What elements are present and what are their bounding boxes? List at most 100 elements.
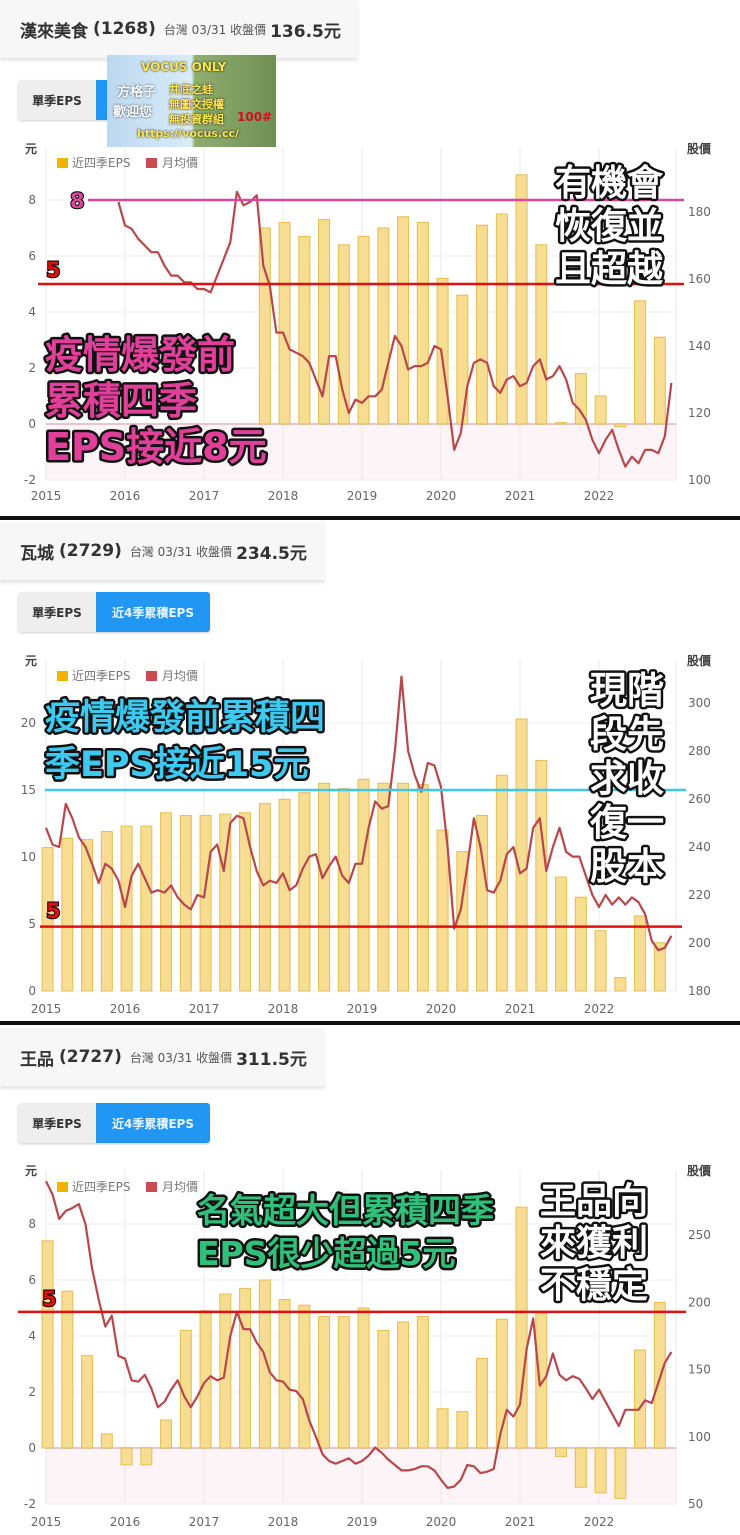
right-tick-label: 260 <box>688 792 711 806</box>
eps-bar <box>298 1304 311 1449</box>
right-tick-label: 180 <box>688 984 711 998</box>
right-tick-label: 280 <box>688 744 711 758</box>
x-tick-label: 2015 <box>31 1515 62 1529</box>
right-tick-label: 240 <box>688 840 711 854</box>
eps-bar <box>199 1310 212 1449</box>
right-tick-label: 200 <box>688 936 711 950</box>
left-tick-label: -2 <box>24 1497 36 1511</box>
eps-tabs: 單季EPS 近4季累積EPS <box>18 1103 210 1143</box>
eps-bar <box>594 930 607 992</box>
x-tick-label: 2022 <box>584 1515 615 1529</box>
watermark-text: 無圖文授權 <box>169 98 224 111</box>
x-tick-label: 2016 <box>110 1515 141 1529</box>
annotation-text: 累積四季 <box>45 379 197 423</box>
eps-tabs: 單季EPS 近4季累積EPS <box>18 592 210 632</box>
right-tick-label: 100 <box>688 473 711 487</box>
legend-price-swatch <box>146 671 157 681</box>
tab-quarterly-eps[interactable]: 單季EPS <box>18 592 96 632</box>
right-tick-label: 140 <box>688 339 711 353</box>
price-line <box>45 1180 673 1490</box>
eps-bar <box>140 1447 153 1466</box>
right-tick-label: 120 <box>688 406 711 420</box>
eps-bar <box>416 1315 429 1449</box>
left-tick-label: 15 <box>21 783 36 797</box>
eps-bar <box>120 1447 133 1466</box>
eps-price-chart: 2015 2016 2017 2018 2019 2020 2021 2022 -2 0 2 4 6 8 1… <box>24 141 712 503</box>
eps-bar <box>574 373 587 425</box>
annotation-text: 段先 <box>590 713 664 756</box>
left-tick-label: 4 <box>28 1329 36 1343</box>
left-tick-label: 8 <box>28 1217 36 1231</box>
legend-eps-label[interactable]: 近四季EPS <box>72 669 130 683</box>
eps-bar <box>634 300 647 425</box>
right-tick-label: 220 <box>688 888 711 902</box>
eps-price-chart: 2015 2016 2017 2018 2019 2020 2021 2022 -2 0 2 4 6 8 5… <box>18 1163 712 1529</box>
watermark-image: VOCUS ONLY 方格子 歡迎您 井底之蛙 無圖文授權 無投資群組 100#… <box>107 55 276 147</box>
annotation-text: EPS接近8元 <box>45 425 267 469</box>
eps-bar <box>495 774 508 992</box>
eps-bar <box>614 977 627 992</box>
eps-bar <box>594 395 607 425</box>
legend-price-label[interactable]: 月均價 <box>162 669 198 683</box>
annotation-text: 恢復並 <box>555 206 663 247</box>
eps-bar <box>397 216 410 425</box>
annotation-text: 復一 <box>589 801 664 844</box>
eps-bar <box>555 876 568 992</box>
x-tick-label: 2018 <box>268 1515 299 1529</box>
stock-header: 瓦城 (2729) 台灣 03/31 收盤價 234.5元 <box>0 522 325 580</box>
annotation-text: 疫情爆發前累積四 <box>45 698 325 738</box>
eps-bar <box>81 839 94 992</box>
eps-bar <box>436 1408 449 1449</box>
eps-bar <box>495 1318 508 1449</box>
reference-line-label: 5 <box>46 258 61 282</box>
tab-trailing-4q-eps[interactable]: 近4季累積EPS <box>96 592 210 632</box>
eps-bar <box>337 788 350 992</box>
left-tick-label: 6 <box>28 1273 36 1287</box>
left-tick-label: 2 <box>28 1385 36 1399</box>
close-price: 234.5元 <box>236 543 307 564</box>
right-tick-label: 160 <box>688 272 711 286</box>
eps-bar <box>278 1299 291 1449</box>
tab-quarterly-eps[interactable]: 單季EPS <box>18 1103 96 1143</box>
eps-bar <box>653 336 666 425</box>
x-tick-label: 2016 <box>110 1002 141 1016</box>
right-tick-label: 50 <box>688 1497 703 1511</box>
eps-bar <box>258 227 271 425</box>
eps-bar <box>239 1287 252 1449</box>
stock-code: (1268) <box>93 19 156 39</box>
eps-bar <box>397 1321 410 1449</box>
legend-eps-label[interactable]: 近四季EPS <box>72 1180 130 1194</box>
eps-bar <box>120 825 133 992</box>
eps-bar <box>337 1315 350 1449</box>
legend-eps-swatch <box>57 1182 68 1192</box>
stock-name: 漢來美食 <box>20 21 88 42</box>
tab-trailing-4q-eps[interactable]: 近4季累積EPS <box>96 1103 210 1143</box>
annotation-text: 有機會 <box>555 163 664 204</box>
x-tick-label: 2017 <box>189 489 220 503</box>
legend-price-label[interactable]: 月均價 <box>162 1180 198 1194</box>
eps-bar <box>337 244 350 425</box>
watermark-url: https://vocus.cc/ <box>137 127 240 140</box>
left-axis-unit: 元 <box>25 142 37 156</box>
reference-line-label: 5 <box>42 1287 57 1311</box>
right-tick-label: 300 <box>688 696 711 710</box>
x-tick-label: 2022 <box>584 489 615 503</box>
eps-bar <box>476 224 489 425</box>
eps-bar <box>555 1447 568 1457</box>
watermark-title: VOCUS ONLY <box>141 60 227 74</box>
annotation-text: 王品向 <box>540 1181 648 1222</box>
stock-name: 王品 <box>20 1049 54 1070</box>
eps-bar <box>160 1419 173 1449</box>
eps-bar <box>239 812 252 992</box>
left-tick-label: -2 <box>24 473 36 487</box>
tab-quarterly-eps[interactable]: 單季EPS <box>18 80 96 120</box>
x-tick-label: 2017 <box>189 1515 220 1529</box>
eps-bar <box>476 814 489 992</box>
legend-eps-label[interactable]: 近四季EPS <box>72 156 130 170</box>
stock-header: 王品 (2727) 台灣 03/31 收盤價 311.5元 <box>0 1028 325 1086</box>
watermark-text: 歡迎您 <box>113 105 153 120</box>
eps-bar <box>278 221 291 425</box>
left-tick-label: 0 <box>28 984 36 998</box>
legend-price-label[interactable]: 月均價 <box>162 156 198 170</box>
left-axis-unit: 元 <box>25 1164 37 1178</box>
